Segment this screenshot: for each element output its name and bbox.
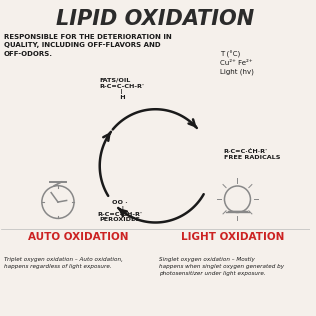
Text: Triplet oxygen oxidation – Auto oxidation,
happens regardless of light exposure.: Triplet oxygen oxidation – Auto oxidatio… bbox=[4, 257, 123, 269]
Text: RESPONSIBLE FOR THE DETERIORATION IN
QUALITY, INCLUDING OFF-FLAVORS AND
OFF-ODOR: RESPONSIBLE FOR THE DETERIORATION IN QUA… bbox=[4, 34, 172, 57]
Text: LIPID OXIDATION: LIPID OXIDATION bbox=[56, 9, 255, 28]
Text: OO ·
   |
R-C=C-CH-R'
PEROXIDES: OO · | R-C=C-CH-R' PEROXIDES bbox=[97, 200, 142, 222]
Text: AUTO OXIDATION: AUTO OXIDATION bbox=[28, 232, 128, 242]
Text: FATS/OIL
R-C=C-CH-R'
         |
         H: FATS/OIL R-C=C-CH-R' | H bbox=[100, 78, 145, 100]
Text: R·C=C·ĊH·R'
FREE RADICALS: R·C=C·ĊH·R' FREE RADICALS bbox=[223, 149, 280, 160]
Text: LIGHT OXIDATION: LIGHT OXIDATION bbox=[181, 232, 284, 242]
Text: T (°C)
Cu²⁺ Fe²⁺
Light (hv): T (°C) Cu²⁺ Fe²⁺ Light (hv) bbox=[221, 51, 254, 75]
Text: Singlet oxygen oxidation – Mostly
happens when singlet oxygen generated by
photo: Singlet oxygen oxidation – Mostly happen… bbox=[159, 257, 284, 276]
